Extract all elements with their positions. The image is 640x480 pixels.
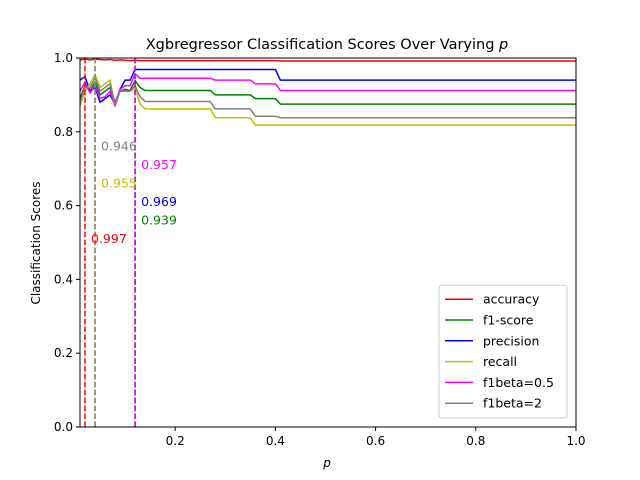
legend: accuracy f1-score precision recall f1beta=0.… [438,284,568,419]
annotation-label-2: 0.997 [91,231,127,246]
x-axis-label: p [322,456,331,470]
annotation-label-5: 0.939 [141,212,177,227]
x-tick-label-1: 0.4 [266,434,285,448]
legend-label-f1beta=2: f1beta=2 [483,396,542,411]
legend-label-precision: precision [483,333,539,348]
annotation-label-4: 0.969 [141,194,177,209]
series-line-f1beta=2 [80,77,576,119]
y-axis: 0.0 0.2 0.4 0.6 0.8 1.0 [54,51,80,434]
y-tick-label-5: 1.0 [54,51,73,65]
legend-label-f1beta=0.5: f1beta=0.5 [483,375,554,390]
y-tick-label-2: 0.4 [54,272,73,286]
annotation-label-3: 0.957 [141,157,177,172]
y-tick-label-4: 0.8 [54,125,73,139]
chart-title-text: Xgbregressor Classification Scores Over … [146,37,499,53]
plot-frame [79,57,577,428]
x-tick-label-4: 1.0 [566,434,585,448]
y-tick-label-0: 0.0 [54,420,73,434]
x-axis: 0.2 0.4 0.6 0.8 1.0 [166,427,586,448]
series-line-f1-score [80,79,576,105]
annotation-label-0: 0.946 [101,139,137,154]
series-lines [80,58,576,126]
chart-title-variable: p [498,37,508,53]
series-line-accuracy [80,58,576,62]
series-line-precision [80,68,576,105]
legend-label-f1-score: f1-score [483,313,534,328]
chart-title: Xgbregressor Classification Scores Over … [146,37,509,53]
x-tick-label-2: 0.6 [366,434,385,448]
x-tick-label-0: 0.2 [166,434,185,448]
y-axis-label: Classification Scores [29,181,43,304]
legend-label-recall: recall [483,354,517,369]
y-tick-label-1: 0.2 [54,346,73,360]
y-tick-label-3: 0.6 [54,199,73,213]
series-line-f1beta=0.5 [80,73,576,107]
legend-label-accuracy: accuracy [483,292,540,307]
legend-box [438,284,568,419]
x-tick-label-3: 0.8 [466,434,485,448]
plot-area: 0.946 0.955 0.997 0.957 0.969 0.939 [79,57,577,428]
annotation-label-1: 0.955 [101,175,137,190]
